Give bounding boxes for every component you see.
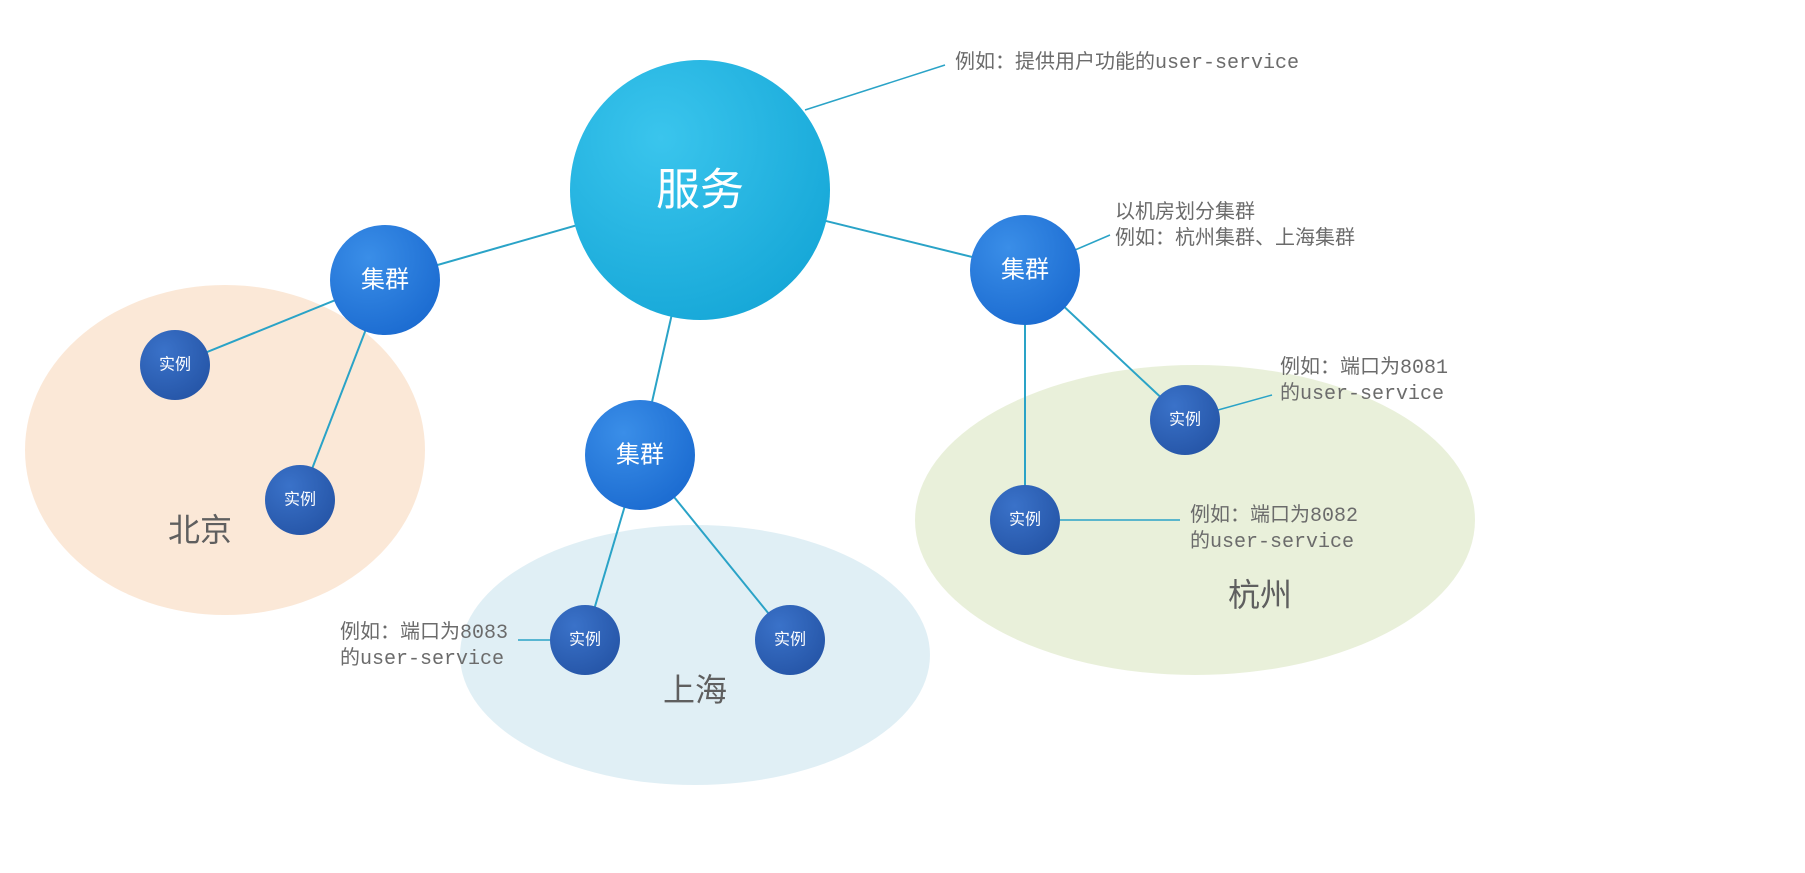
region-shanghai-label: 上海 [663,672,727,708]
node-label-instance-hz-2: 实例 [1169,411,1201,429]
node-label-instance-bj-1: 实例 [159,356,191,374]
node-label-cluster-right: 集群 [1001,257,1049,284]
anno-cluster: 以机房划分集群例如：杭州集群、上海集群 [1115,200,1355,251]
node-label-cluster-left: 集群 [361,267,409,294]
service-cluster-diagram: 服务集群集群集群实例实例实例实例实例实例北京上海杭州例如：提供用户功能的user… [0,0,1805,873]
node-label-instance-sh-1: 实例 [569,631,601,649]
node-label-cluster-center: 集群 [616,442,664,469]
node-label-instance-sh-2: 实例 [774,631,806,649]
node-label-service: 服务 [656,166,744,215]
node-label-instance-bj-2: 实例 [284,491,316,509]
anno-service: 例如：提供用户功能的user-service [955,50,1299,75]
anno-service-leader [805,65,945,110]
region-beijing-label: 北京 [168,512,232,548]
region-hangzhou-label: 杭州 [1228,577,1292,613]
node-label-instance-hz-1: 实例 [1009,511,1041,529]
region-shanghai [460,525,930,785]
anno-cluster-leader [1075,235,1110,250]
